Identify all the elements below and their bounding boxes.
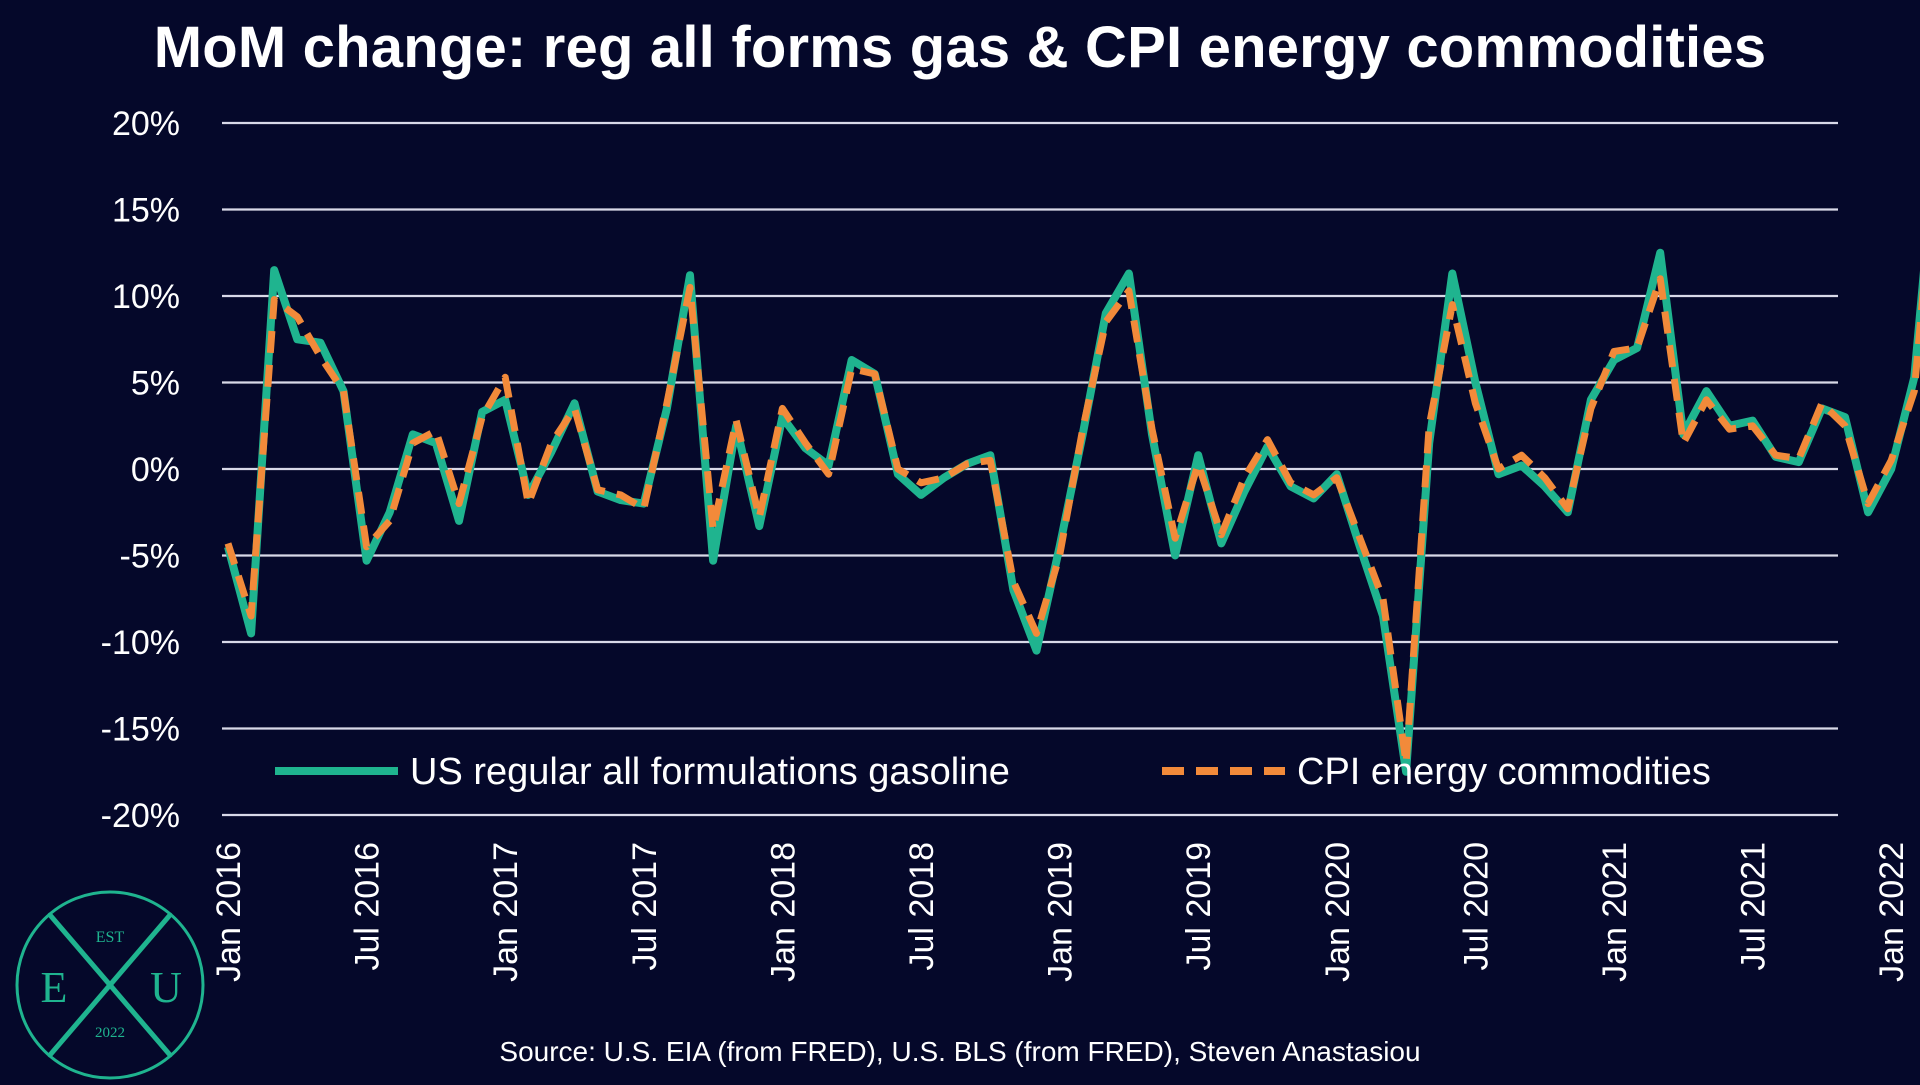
logo-letter-e: E [41,963,68,1012]
series-line-gasoline [224,248,1920,776]
logo-ring [15,890,205,1080]
x-tick-label: Jul 2021 [1735,842,1773,971]
grid-lines [222,121,1838,817]
y-tick-label: -20% [101,797,180,835]
logo-year: 2022 [95,1025,125,1041]
x-tick-label: Jul 2019 [1180,842,1218,971]
y-tick-label: -10% [101,624,180,662]
x-axis-ticks: Jan 2016 Jul 2016 Jan 2017 Jul 2017 Jan 2018… [210,842,1911,982]
series-line-cpi [224,275,1920,767]
y-tick-label: 20% [112,105,180,143]
x-tick-label: Jan 2021 [1596,842,1634,982]
x-tick-label: Jan 2019 [1042,842,1080,982]
logo-est: EST [96,929,125,946]
x-tick-label: Jul 2018 [903,842,941,971]
logo-slash-b [47,912,173,1058]
logo: EST E U 2022 [15,890,205,1080]
x-tick-label: Jan 2016 [210,842,248,982]
x-tick-label: Jan 2020 [1319,842,1357,982]
x-tick-label: Jul 2017 [626,842,664,971]
legend: US regular all formulations gasoline CPI … [275,751,1711,793]
legend-label: US regular all formulations gasoline [410,751,1010,793]
x-tick-label: Jul 2016 [349,842,387,971]
source-note: Source: U.S. EIA (from FRED), U.S. BLS (… [499,1036,1421,1067]
y-tick-label: -5% [120,538,180,576]
chart-title: MoM change: reg all forms gas & CPI ener… [153,15,1767,80]
y-tick-label: 15% [112,192,180,230]
legend-label: CPI energy commodities [1297,751,1711,793]
y-axis-ticks: 20% 15% 10% 5% 0% -5% -10% -15% -20% [101,105,180,835]
y-tick-label: 10% [112,278,180,316]
logo-letter-u: U [150,963,182,1012]
x-tick-label: Jan 2017 [487,842,525,982]
y-tick-label: -15% [101,711,180,749]
x-tick-label: Jul 2020 [1457,842,1495,971]
x-tick-label: Jan 2018 [764,842,802,982]
series-lines [224,248,1920,776]
y-tick-label: 0% [131,451,180,489]
x-tick-label: Jan 2022 [1873,842,1911,982]
y-tick-label: 5% [131,365,180,403]
